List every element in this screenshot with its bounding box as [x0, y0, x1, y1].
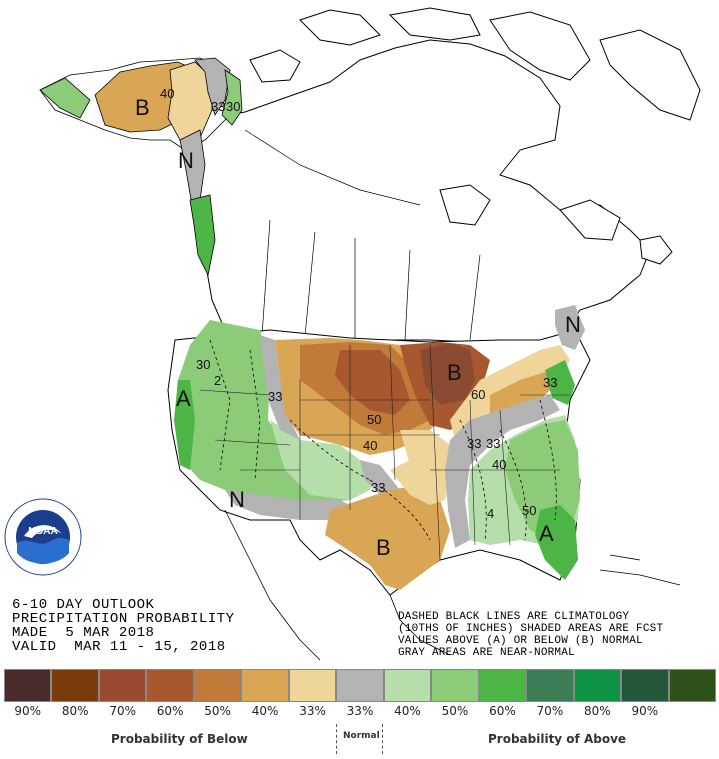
legend-percentages: 90% 80% 70% 60% 50% 40% 33% 33% 40% 50% 60% 70% 80% 9…	[4, 704, 716, 718]
label-ak-30: 30	[226, 99, 241, 114]
legend-percent-label: 40%	[394, 704, 421, 718]
label-plains-50: 50	[367, 412, 382, 427]
label-ak-33: 33	[211, 99, 226, 114]
outlook-map: 40 33 30 B N 30 2 A 33 N 33 50 40 B B 60…	[4, 7, 701, 661]
mexico-outline	[224, 509, 681, 661]
legend-percent-label: 50%	[441, 704, 469, 718]
legend-percent-label: 50%	[204, 704, 231, 718]
legend-swatch	[146, 669, 194, 702]
legend-percent-label: 80%	[584, 704, 611, 718]
us-shading	[167, 305, 591, 596]
svg-text:NOAA: NOAA	[28, 526, 57, 537]
legend-swatch	[241, 669, 289, 702]
label-pnw-30: 30	[196, 357, 211, 372]
legend-swatch	[336, 669, 384, 702]
legend-percent-label: 33%	[346, 704, 374, 718]
legend-swatch	[478, 669, 527, 702]
province-borders	[244, 129, 481, 341]
alaska	[39, 57, 243, 277]
legend-swatch	[431, 669, 479, 702]
label-gl-below: B	[447, 360, 462, 385]
label-sw-normal: N	[229, 487, 245, 512]
legend-percent-label: 90%	[14, 704, 42, 718]
label-se-33b: 33	[486, 436, 501, 451]
label-texas-below: B	[376, 535, 391, 560]
legend-percent-label: 80%	[61, 704, 89, 718]
legend-above-title: Probability of Above	[488, 732, 627, 746]
label-se-4: 4	[487, 506, 495, 521]
normal-divider-right	[382, 724, 383, 754]
label-ak-40: 40	[160, 86, 175, 101]
label-ne-normal: N	[565, 312, 581, 337]
noaa-logo: NOAA	[4, 498, 82, 576]
info-line-valid: VALID MAR 11 - 15, 2018	[12, 639, 226, 655]
note-line-4: GRAY AREAS ARE NEAR-NORMAL	[398, 647, 575, 659]
info-line-made: MADE 5 MAR 2018	[12, 625, 155, 641]
label-ak-below: B	[135, 95, 150, 120]
label-ne-33: 33	[543, 375, 558, 390]
legend-swatch	[51, 669, 99, 702]
legend-swatch	[573, 669, 622, 702]
note-line-2: (10THS OF INCHES) SHADED AREAS ARE FCST	[398, 623, 664, 635]
label-west-33: 33	[268, 389, 283, 404]
legend-swatch	[288, 669, 337, 702]
label-gl-60: 60	[471, 387, 486, 402]
legend-swatch	[526, 669, 574, 702]
legend-swatch	[4, 669, 52, 702]
map-canvas	[39, 7, 701, 661]
label-west-above: A	[176, 386, 191, 411]
canada-land	[194, 7, 701, 346]
label-se-40: 40	[492, 457, 507, 472]
map-notes: DASHED BLACK LINES ARE CLIMATOLOGY (10THS…	[398, 611, 663, 659]
normal-divider-left	[336, 724, 337, 754]
legend-swatch	[668, 669, 717, 702]
legend-normal-title: Normal	[343, 731, 380, 741]
label-plains-40: 40	[363, 438, 378, 453]
legend-percent-label: 33%	[299, 704, 326, 718]
legend-percent-label: 60%	[489, 704, 516, 718]
legend-percent-label: 60%	[156, 704, 184, 718]
label-west-2: 2	[214, 373, 222, 388]
legend-percent-label: 70%	[536, 704, 564, 718]
probability-legend: 90% 80% 70% 60% 50% 40% 33% 33% 40% 50% 60% 70% 80% 9…	[0, 669, 719, 759]
legend-swatches	[4, 669, 717, 702]
label-se-50: 50	[522, 503, 537, 518]
label-plains-33: 33	[371, 480, 386, 495]
note-line-1: DASHED BLACK LINES ARE CLIMATOLOGY	[398, 611, 630, 623]
label-se-33a: 33	[467, 436, 482, 451]
legend-percent-label	[669, 704, 716, 718]
legend-percent-label: 90%	[631, 704, 659, 718]
label-se-above: A	[539, 521, 554, 546]
legend-percent-label: 70%	[109, 704, 136, 718]
legend-swatch	[621, 669, 669, 702]
legend-swatch	[98, 669, 147, 702]
climatology-lines	[209, 339, 557, 541]
outlook-info: 6-10 DAY OUTLOOK PRECIPITATION PROBABILIT…	[12, 598, 235, 654]
legend-below-title: Probability of Below	[111, 732, 248, 746]
legend-percent-label: 40%	[251, 704, 279, 718]
info-line-subtitle: PRECIPITATION PROBABILITY	[12, 611, 235, 627]
label-ak-normal: N	[178, 148, 194, 173]
info-line-title: 6-10 DAY OUTLOOK	[12, 597, 155, 613]
legend-swatch	[193, 669, 242, 702]
note-line-3: VALUES ABOVE (A) OR BELOW (B) NORMAL	[398, 635, 643, 647]
legend-swatch	[383, 669, 432, 702]
